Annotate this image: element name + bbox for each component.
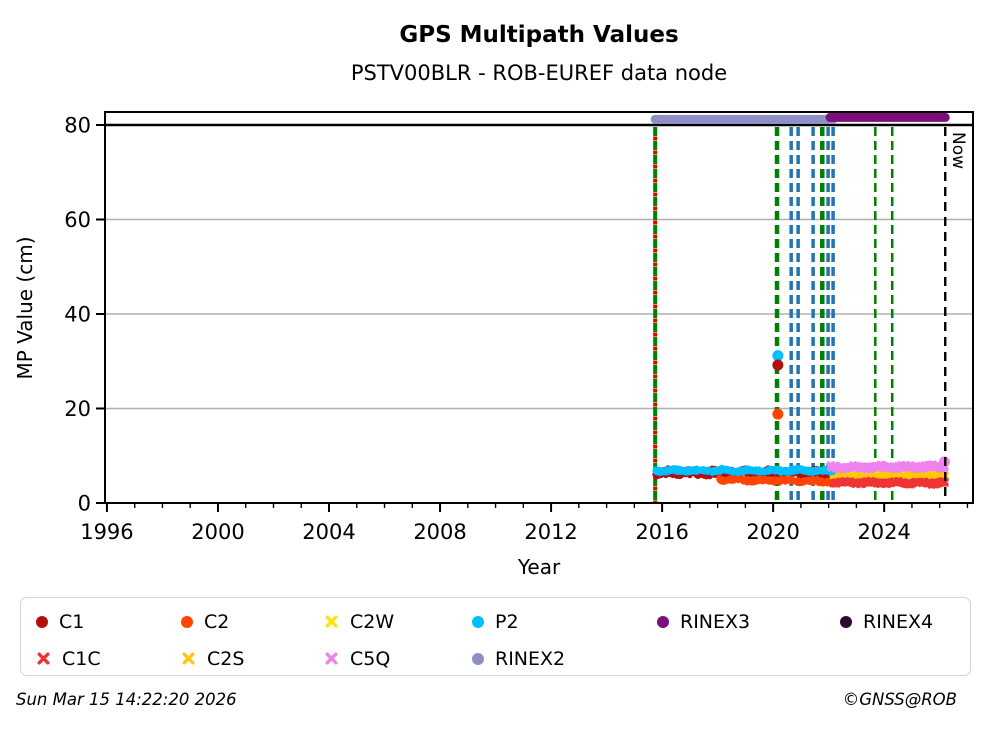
c5q-marker-icon — [325, 652, 338, 665]
legend-item-p2: P2 — [472, 603, 519, 640]
svg-text:60: 60 — [64, 208, 91, 232]
legend-label: C2W — [350, 610, 395, 633]
legend-label: C1 — [59, 610, 85, 633]
legend-item-c1c: C1C — [36, 640, 101, 677]
legend-row-2: C1C C2S C5Q RINEX2 — [21, 640, 970, 677]
legend-label: P2 — [495, 610, 519, 633]
rinex3-marker-icon — [657, 615, 669, 628]
legend-item-rinex4: RINEX4 — [840, 603, 933, 640]
legend-label: RINEX3 — [680, 610, 751, 633]
legend-item-c5q: C5Q — [324, 640, 390, 677]
chart-subtitle: PSTV00BLR - ROB-EUREF data node — [351, 61, 727, 85]
legend-row-1: C1 C2 C2W P2 RINEX3 RINEX4 — [21, 603, 970, 640]
footer-timestamp: Sun Mar 15 14:22:20 2026 — [16, 690, 237, 709]
svg-text:2020: 2020 — [746, 520, 799, 544]
legend-label: C2S — [207, 647, 245, 670]
svg-text:80: 80 — [64, 113, 91, 137]
x-axis-label: Year — [517, 555, 561, 579]
legend-label: RINEX4 — [863, 610, 934, 633]
legend: C1 C2 C2W P2 RINEX3 RINEX4 C1C C2S C5Q RINEX2 — [20, 597, 971, 676]
legend-item-c1: C1 — [36, 603, 84, 640]
legend-label: C5Q — [350, 647, 391, 670]
svg-text:2024: 2024 — [857, 520, 910, 544]
now-marker: Now — [944, 127, 968, 502]
legend-label: RINEX2 — [495, 647, 566, 670]
chart-canvas: GPS Multipath Values PSTV00BLR - ROB-EUR… — [13, 22, 974, 579]
footer-credit: ©GNSS@ROB — [842, 690, 957, 709]
c2s-marker-icon — [182, 652, 195, 665]
svg-text:2016: 2016 — [635, 520, 688, 544]
event-lines — [653, 127, 894, 502]
axes: 1996 2000 2004 2008 2012 2016 2020 2024 0 20 40 60 8… — [64, 111, 974, 544]
svg-text:2012: 2012 — [524, 520, 577, 544]
p2-marker-icon — [472, 615, 484, 628]
chart-title: GPS Multipath Values — [399, 22, 678, 48]
legend-item-rinex2: RINEX2 — [472, 640, 565, 677]
data-points — [652, 350, 950, 489]
svg-text:0: 0 — [78, 492, 91, 516]
svg-text:2008: 2008 — [413, 520, 466, 544]
legend-item-c2w: C2W — [324, 603, 394, 640]
footer: Sun Mar 15 14:22:20 2026 ©GNSS@ROB — [0, 690, 993, 709]
svg-text:2004: 2004 — [302, 520, 355, 544]
c1-marker-icon — [36, 615, 48, 628]
legend-label: C1C — [62, 647, 101, 670]
legend-label: C2 — [204, 610, 230, 633]
legend-item-c2s: C2S — [181, 640, 244, 677]
now-label: Now — [948, 132, 968, 169]
svg-text:20: 20 — [64, 397, 91, 421]
rinex2-marker-icon — [472, 652, 484, 665]
svg-text:40: 40 — [64, 302, 91, 326]
c2-marker-icon — [181, 615, 193, 628]
svg-text:1996: 1996 — [80, 520, 133, 544]
rinex-format-bars — [650, 112, 950, 124]
svg-text:2000: 2000 — [191, 520, 244, 544]
gridlines — [105, 123, 973, 410]
legend-item-c2: C2 — [181, 603, 229, 640]
legend-item-rinex3: RINEX3 — [657, 603, 750, 640]
c1c-marker-icon — [37, 652, 50, 665]
c2w-marker-icon — [325, 615, 338, 628]
rinex4-marker-icon — [840, 615, 852, 628]
y-axis-label: MP Value (cm) — [13, 236, 37, 379]
